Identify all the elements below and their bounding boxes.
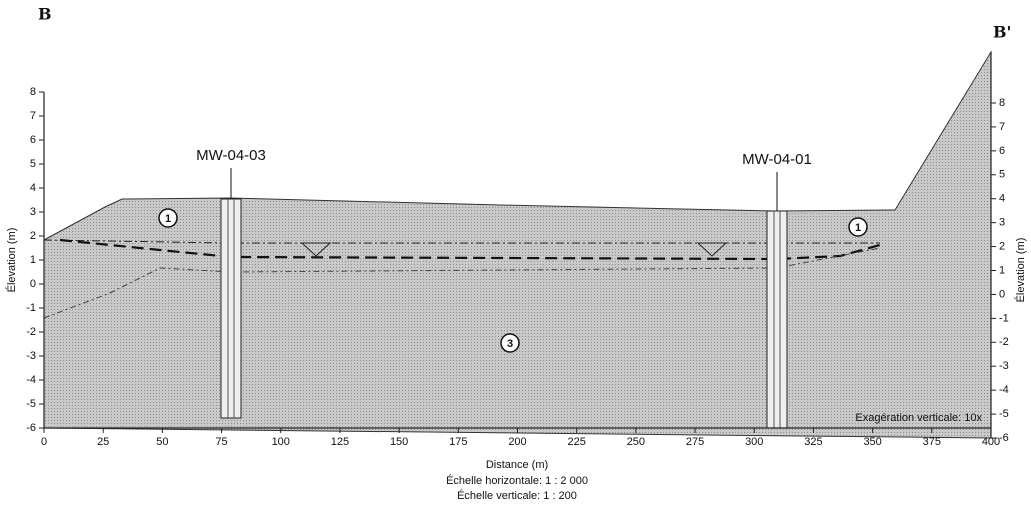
- y-tick-label: -4: [999, 384, 1009, 396]
- x-tick-label: 225: [568, 436, 586, 448]
- y-tick-label: 8: [999, 97, 1005, 109]
- y-tick-label: -3: [26, 350, 36, 362]
- y-tick-label: 0: [999, 288, 1005, 300]
- unit-boundary: [43, 247, 881, 319]
- water-level-marker: [300, 242, 332, 257]
- y-tick-label: 7: [999, 121, 1005, 133]
- section-label: B: [38, 5, 52, 24]
- well-label: MW-04-01: [742, 151, 812, 168]
- unit-label: 1: [855, 222, 861, 234]
- y-tick-label: -6: [999, 432, 1009, 444]
- unit-label: 1: [165, 213, 171, 225]
- well: MW-04-01: [742, 151, 812, 429]
- y-tick-label: 4: [999, 193, 1005, 205]
- x-tick-label: 400: [982, 436, 1000, 448]
- y-tick-label: -4: [26, 374, 36, 386]
- y-tick-label: 3: [30, 206, 36, 218]
- well-label: MW-04-03: [196, 147, 266, 164]
- y-tick-label: 1: [999, 264, 1005, 276]
- x-tick-label: 100: [272, 436, 290, 448]
- water-table: [59, 238, 881, 261]
- x-tick-label: 200: [508, 436, 526, 448]
- x-tick-label: 325: [804, 436, 822, 448]
- y-tick-label: 4: [30, 182, 36, 194]
- x-tick-label: 0: [41, 436, 47, 448]
- unit-marker: 1: [158, 208, 178, 228]
- y-tick-label: 5: [999, 169, 1005, 181]
- water-level-marker: [696, 242, 728, 257]
- x-tick-label: 375: [923, 436, 941, 448]
- y-tick-label: -5: [999, 408, 1009, 420]
- x-tick-label: 275: [686, 436, 704, 448]
- y-tick-label: 5: [30, 158, 36, 170]
- y-tick-label: 0: [30, 278, 36, 290]
- scale-label: Échelle horizontale: 1 : 2 000: [446, 474, 588, 487]
- y-tick-label: -1: [26, 302, 36, 314]
- x-tick-label: 175: [449, 436, 467, 448]
- x-tick-label: 75: [215, 436, 227, 448]
- y-tick-label: -6: [26, 422, 36, 434]
- x-tick-label: 150: [390, 436, 408, 448]
- y-tick-label: 1: [30, 254, 36, 266]
- y-tick-label: -3: [999, 360, 1009, 372]
- y-tick-label: -2: [26, 326, 36, 338]
- y-tick-label: 8: [30, 86, 36, 98]
- y-axis-title: Élevation (m): [5, 228, 18, 293]
- scale-label: Échelle verticale: 1 : 200: [457, 489, 577, 502]
- y-tick-label: 6: [30, 134, 36, 146]
- ground: [43, 50, 992, 439]
- note: Exagération verticale: 10x: [855, 412, 982, 424]
- y-tick-label: 7: [30, 110, 36, 122]
- y-tick-label: 6: [999, 145, 1005, 157]
- well: MW-04-03: [196, 147, 266, 419]
- x-tick-label: 300: [745, 436, 763, 448]
- x-axis-title: Distance (m): [486, 459, 548, 471]
- section-label: B': [993, 23, 1011, 42]
- y-tick-label: 2: [30, 230, 36, 242]
- x-tick-label: 50: [156, 436, 168, 448]
- x-tick-label: 250: [627, 436, 645, 448]
- y-tick-label: 3: [999, 217, 1005, 229]
- unit-marker: 1: [848, 217, 868, 237]
- y-tick-label: -5: [26, 398, 36, 410]
- y-tick-label: -2: [999, 336, 1009, 348]
- x-tick-label: 25: [97, 436, 109, 448]
- x-tick-label: 125: [331, 436, 349, 448]
- unit-marker: 3: [500, 333, 520, 353]
- y-tick-label: 2: [999, 240, 1005, 252]
- unit-label: 3: [507, 338, 513, 350]
- y-tick-label: -1: [999, 312, 1009, 324]
- y-axis-title: Élevation (m): [1014, 238, 1027, 303]
- x-tick-label: 350: [863, 436, 881, 448]
